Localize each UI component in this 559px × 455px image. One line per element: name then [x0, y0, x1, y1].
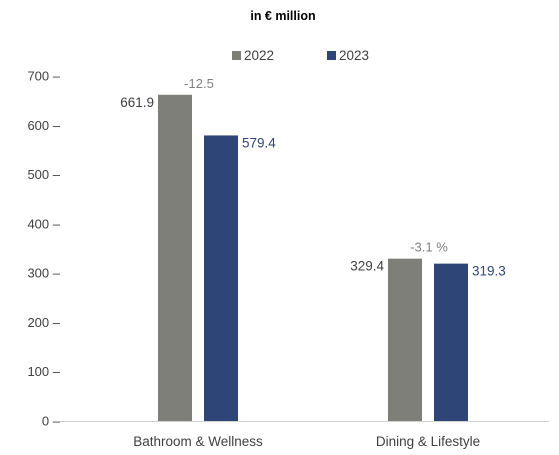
y-tick-label: 0 – [42, 414, 61, 429]
x-axis: Bathroom & Wellness Dining & Lifestyle [60, 421, 549, 449]
change-label: -3.1 % [410, 240, 448, 255]
category-label: Bathroom & Wellness [133, 434, 263, 449]
y-axis: 0 – 100 – 200 – 300 – 400 – 500 – 600 – 700 – [27, 69, 60, 429]
data-label: 329.4 [350, 259, 384, 274]
legend-label: 2023 [339, 48, 369, 63]
bar-2022-dining-lifestyle [388, 258, 422, 421]
bar-2023-bathroom-wellness [204, 135, 238, 421]
y-tick-label: 700 – [27, 69, 60, 84]
y-tick-label: 500 – [27, 167, 60, 182]
y-tick-label: 100 – [27, 364, 60, 379]
category-label: Dining & Lifestyle [376, 434, 480, 449]
y-tick-label: 300 – [27, 266, 60, 281]
change-label: -12.5 [184, 76, 214, 91]
legend: 2022 2023 [232, 48, 369, 63]
legend-swatch-2022 [232, 51, 241, 60]
data-label: 319.3 [472, 264, 506, 279]
legend-label: 2022 [244, 48, 274, 63]
plot-area: 661.9 579.4 -12.5 329.4 319.3 -3.1 % [120, 76, 506, 421]
y-tick-label: 200 – [27, 315, 60, 330]
data-label: 661.9 [120, 95, 154, 110]
bar-2022-bathroom-wellness [158, 94, 192, 421]
bar-2023-dining-lifestyle [434, 263, 468, 421]
data-label: 579.4 [242, 135, 276, 150]
legend-swatch-2023 [327, 51, 336, 60]
y-tick-label: 600 – [27, 118, 60, 133]
chart-title: in € million [250, 9, 315, 23]
y-tick-label: 400 – [27, 216, 60, 231]
